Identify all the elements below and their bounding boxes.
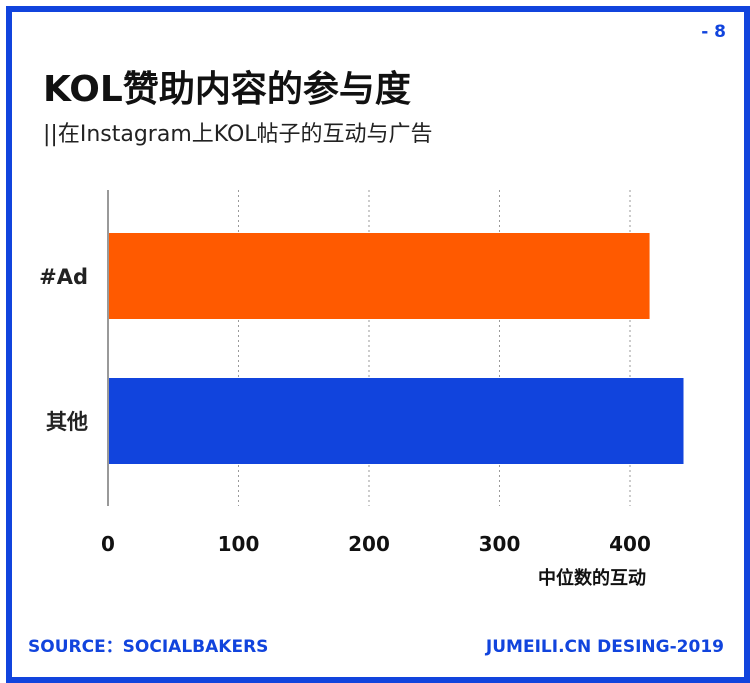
category-label-ad: #Ad <box>39 265 88 289</box>
source-credit: SOURCE：SOCIALBAKERS <box>28 637 269 657</box>
tick-label-300: 300 <box>479 532 521 556</box>
bars <box>108 233 684 464</box>
tick-label-400: 400 <box>609 532 651 556</box>
tick-label-0: 0 <box>101 532 115 556</box>
category-labels: #Ad 其他 <box>39 265 88 434</box>
tick-label-100: 100 <box>218 532 260 556</box>
tick-label-200: 200 <box>348 532 390 556</box>
designer-credit: JUMEILI.CN DESING-2019 <box>485 637 724 657</box>
x-axis-label: 中位数的互动 <box>538 567 646 589</box>
category-label-other: 其他 <box>46 410 88 434</box>
tick-labels: 0 100 200 300 400 <box>101 532 651 556</box>
page-frame <box>6 6 750 683</box>
bar-other <box>108 378 684 464</box>
chart-subtitle: ||在Instagram上KOL帖子的互动与广告 <box>43 122 433 147</box>
chart-title: KOL赞助内容的参与度 <box>43 69 411 110</box>
page-number: - 8 <box>701 22 726 42</box>
bar-ad <box>108 233 650 319</box>
